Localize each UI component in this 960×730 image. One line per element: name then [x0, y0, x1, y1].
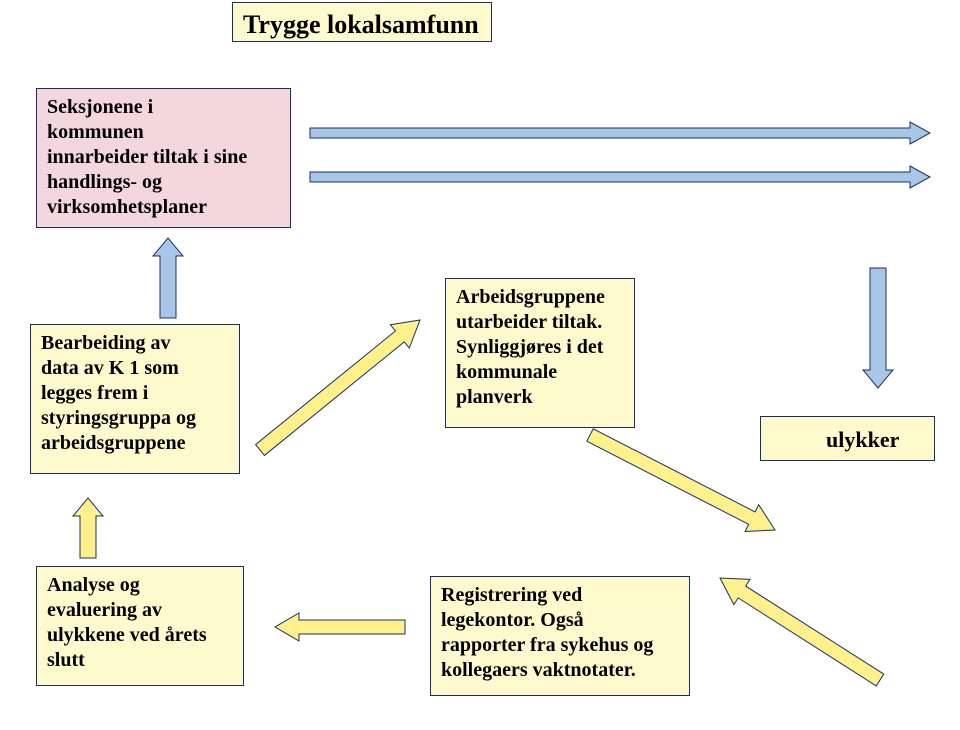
arrow-yellow-diag-2: [587, 429, 775, 532]
bearbeiding-box: Bearbeiding av data av K 1 som legges fr…: [30, 324, 240, 474]
seksjonene-line-1: kommunen: [47, 121, 144, 143]
title-text: Trygge lokalsamfunn: [243, 10, 479, 39]
ulykker-text: ulykker: [826, 426, 899, 454]
arbeidsgruppene-line-2: Synliggjøres i det: [456, 336, 603, 358]
analyse-line-3: slutt: [47, 649, 85, 671]
bearbeiding-line-2: legges frem i: [41, 382, 148, 404]
arbeidsgruppene-line-3: kommunale: [456, 361, 557, 383]
arrow-down-blue: [863, 268, 893, 388]
registrering-line-2: rapporter fra sykehus og: [441, 634, 653, 656]
registrering-line-0: Registrering ved: [441, 584, 582, 606]
title-box: Trygge lokalsamfunn: [232, 2, 492, 42]
arbeidsgruppene-line-1: utarbeider tiltak.: [456, 311, 602, 333]
seksjonene-box: Seksjonene i kommunen innarbeider tiltak…: [36, 88, 291, 228]
registrering-box: Registrering ved legekontor. Også rappor…: [430, 576, 690, 696]
analyse-line-2: ulykkene ved årets: [47, 624, 207, 646]
arrow-up-blue: [153, 238, 183, 318]
registrering-line-1: legekontor. Også: [441, 609, 584, 631]
diagram-canvas: Trygge lokalsamfunn Seksjonene i kommune…: [0, 0, 960, 730]
arrow-right-long-top: [310, 122, 930, 144]
registrering-line-3: kollegaers vaktnotater.: [441, 659, 636, 681]
bearbeiding-line-3: styringsgruppa og: [41, 407, 196, 429]
arrow-yellow-diag-1: [256, 320, 420, 455]
bearbeiding-line-1: data av K 1 som: [41, 357, 179, 379]
seksjonene-line-2: innarbeider tiltak i sine: [47, 146, 247, 168]
bearbeiding-line-0: Bearbeiding av: [41, 332, 170, 354]
seksjonene-line-0: Seksjonene i: [47, 96, 153, 118]
analyse-box: Analyse og evaluering av ulykkene ved år…: [36, 566, 244, 686]
arrow-yellow-left: [275, 613, 405, 641]
arrow-yellow-up: [73, 498, 103, 558]
seksjonene-line-3: handlings- og: [47, 171, 162, 193]
arrow-right-long-mid: [310, 166, 930, 188]
ulykker-box: ulykker: [760, 416, 935, 461]
arbeidsgruppene-box: Arbeidsgruppene utarbeider tiltak. Synli…: [445, 278, 635, 428]
arrow-yellow-diag-3: [720, 578, 884, 686]
arbeidsgruppene-line-4: planverk: [456, 386, 533, 408]
analyse-line-0: Analyse og: [47, 574, 140, 596]
seksjonene-line-4: virksomhetsplaner: [47, 196, 207, 218]
arbeidsgruppene-line-0: Arbeidsgruppene: [456, 286, 605, 308]
analyse-line-1: evaluering av: [47, 599, 162, 621]
bearbeiding-line-4: arbeidsgruppene: [41, 432, 185, 454]
